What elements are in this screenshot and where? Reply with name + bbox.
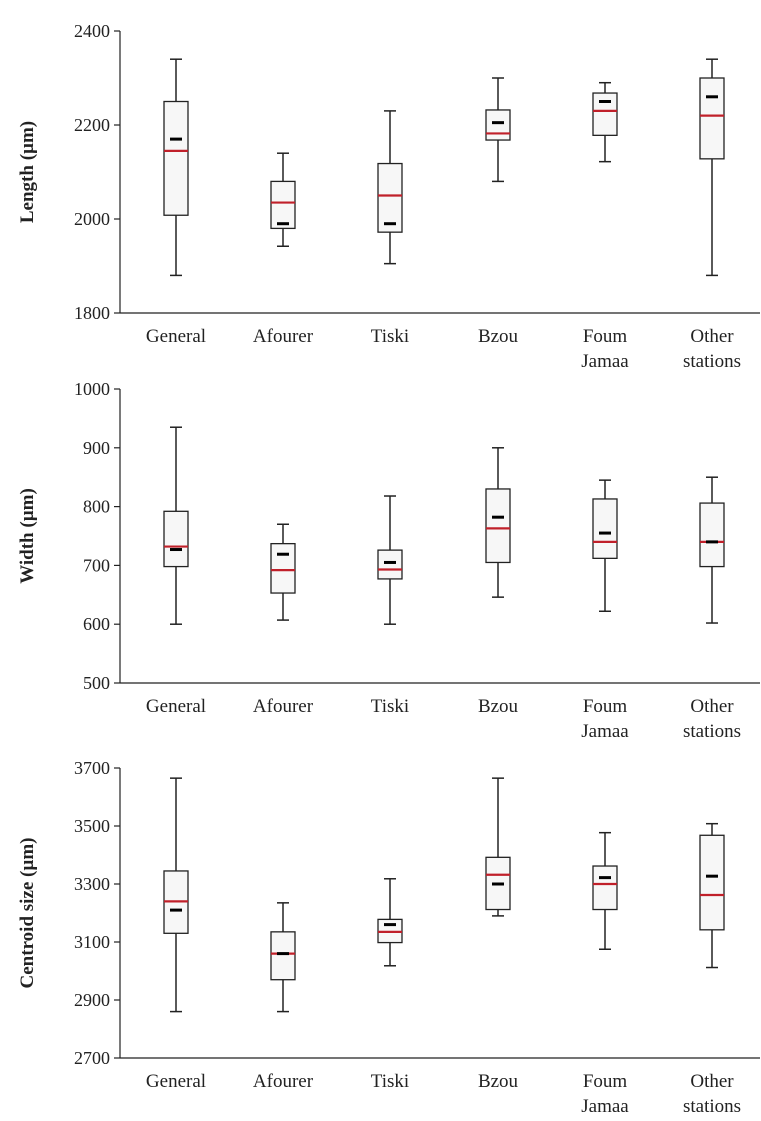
box-5 xyxy=(592,81,618,163)
x-category-label: Afourer xyxy=(253,1071,314,1092)
box-6 xyxy=(699,476,725,624)
box-5 xyxy=(592,479,618,613)
box-6 xyxy=(699,822,725,969)
box-1 xyxy=(163,426,189,625)
iqr-box xyxy=(163,510,189,568)
y-tick-label: 3700 xyxy=(74,758,110,778)
x-category-label: Tiski xyxy=(371,1071,409,1092)
y-tick-label: 900 xyxy=(83,438,110,458)
y-tick-label: 1000 xyxy=(74,379,110,399)
x-category-label: Foum Jamaa xyxy=(581,326,629,372)
box-3 xyxy=(377,495,403,625)
iqr-box xyxy=(699,834,725,931)
box-3 xyxy=(377,110,403,265)
y-tick-label: 500 xyxy=(83,673,110,693)
x-category-label: Foum Jamaa xyxy=(581,696,629,742)
iqr-box xyxy=(377,549,403,580)
iqr-box xyxy=(270,931,296,981)
x-category-label: Afourer xyxy=(253,696,314,717)
box-4 xyxy=(485,777,511,917)
y-tick-label: 700 xyxy=(83,555,110,575)
x-category-label: Tiski xyxy=(371,696,409,717)
x-category-label: Tiski xyxy=(371,326,409,347)
box-2 xyxy=(270,152,296,248)
x-category-label: Other stations xyxy=(683,696,741,742)
y-axis-label: Width (µm) xyxy=(17,488,38,584)
y-tick-label: 2700 xyxy=(74,1048,110,1068)
iqr-box xyxy=(270,180,296,230)
chart-panel-1: 1800 2000 2200 2400 Length (µm) General Afoure… xyxy=(17,21,760,372)
x-category-label: Afourer xyxy=(253,326,314,347)
iqr-box xyxy=(163,100,189,216)
y-tick-label: 2200 xyxy=(74,115,110,135)
box-1 xyxy=(163,58,189,277)
y-tick-label: 2900 xyxy=(74,990,110,1010)
iqr-box xyxy=(485,488,511,564)
iqr-box xyxy=(699,502,725,568)
x-category-label: Bzou xyxy=(478,1071,519,1092)
x-category-label: Foum Jamaa xyxy=(581,1071,629,1117)
y-tick-label: 2000 xyxy=(74,209,110,229)
chart-panel-2: 500 600 700 800 900 1000 Width (µm) General Afou… xyxy=(17,379,760,742)
box-2 xyxy=(270,902,296,1013)
y-tick-label: 3300 xyxy=(74,874,110,894)
x-category-label: Bzou xyxy=(478,696,519,717)
box-4 xyxy=(485,77,511,183)
x-category-label: General xyxy=(146,326,206,347)
iqr-box xyxy=(592,865,618,911)
iqr-box xyxy=(485,109,511,141)
iqr-box xyxy=(592,92,618,136)
box-2 xyxy=(270,523,296,621)
box-3 xyxy=(377,878,403,967)
x-category-label: Bzou xyxy=(478,326,519,347)
x-category-label: Other stations xyxy=(683,326,741,372)
y-axis-label: Length (µm) xyxy=(17,121,38,223)
x-category-label: Other stations xyxy=(683,1071,741,1117)
y-axis-label: Centroid size (µm) xyxy=(17,838,38,989)
box-5 xyxy=(592,831,618,950)
y-tick-label: 600 xyxy=(83,614,110,634)
y-tick-label: 3500 xyxy=(74,816,110,836)
box-1 xyxy=(163,777,189,1013)
iqr-box xyxy=(270,542,296,594)
box-6 xyxy=(699,58,725,277)
x-category-label: General xyxy=(146,1071,206,1092)
iqr-box xyxy=(377,162,403,233)
y-tick-label: 2400 xyxy=(74,21,110,41)
iqr-box xyxy=(592,498,618,559)
y-tick-label: 3100 xyxy=(74,932,110,952)
y-tick-label: 1800 xyxy=(74,303,110,323)
y-tick-label: 800 xyxy=(83,497,110,517)
chart-panel-3: 2700 2900 3100 3300 3500 3700 Centroid size (µ… xyxy=(17,758,760,1117)
x-category-label: General xyxy=(146,696,206,717)
box-4 xyxy=(485,447,511,598)
iqr-box xyxy=(699,77,725,160)
